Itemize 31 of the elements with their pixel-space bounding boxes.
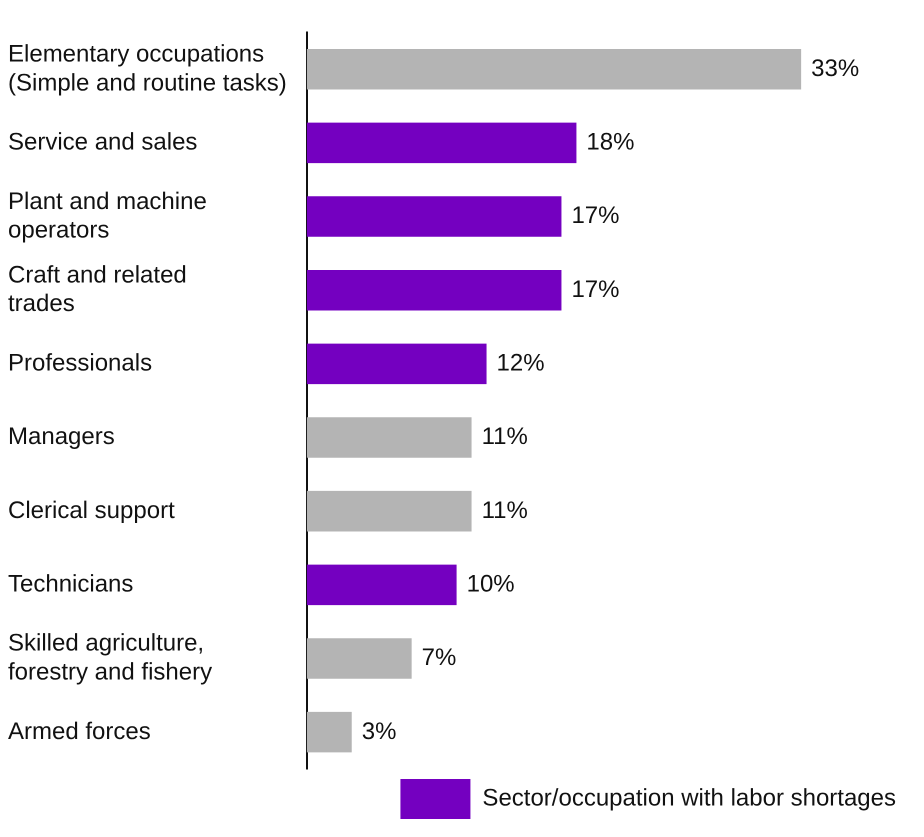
y-tick-label: Armed forces: [8, 718, 151, 745]
data-label: 17%: [571, 202, 620, 230]
bar: [306, 417, 472, 458]
y-tick-label: Craft and related trades: [8, 261, 187, 318]
data-label: 11%: [482, 496, 528, 524]
data-label: 17%: [571, 276, 620, 303]
data-label: 18%: [586, 128, 634, 156]
bar: [306, 48, 802, 90]
bar: [306, 196, 562, 237]
y-tick-label: Elementary occupations (Simple and routine tasks): [8, 40, 287, 96]
bar: [306, 344, 487, 384]
y-tick-label: Technicians: [8, 570, 134, 598]
data-label: 3%: [362, 718, 396, 745]
y-tick-label: Professionals: [8, 349, 152, 376]
bar: [306, 490, 472, 532]
y-tick-label: Clerical support: [8, 496, 176, 524]
bar: [306, 712, 352, 752]
bar: [306, 638, 412, 679]
y-tick-label: Service and sales: [8, 128, 198, 156]
y-tick-label: Skilled agriculture, forestry and fishery: [8, 630, 212, 686]
bar: [306, 122, 576, 164]
legend-label: Sector/occupation with labor shortages: [482, 784, 896, 812]
data-label: 11%: [482, 423, 528, 450]
data-label: 10%: [466, 570, 515, 598]
y-tick-label: Plant and machine operators: [8, 188, 207, 244]
y-tick-label: Managers: [8, 423, 115, 450]
data-label: 33%: [811, 54, 860, 82]
bar: [306, 564, 457, 606]
data-label: 12%: [496, 349, 545, 376]
data-label: 7%: [422, 644, 456, 672]
bar: [306, 270, 562, 310]
